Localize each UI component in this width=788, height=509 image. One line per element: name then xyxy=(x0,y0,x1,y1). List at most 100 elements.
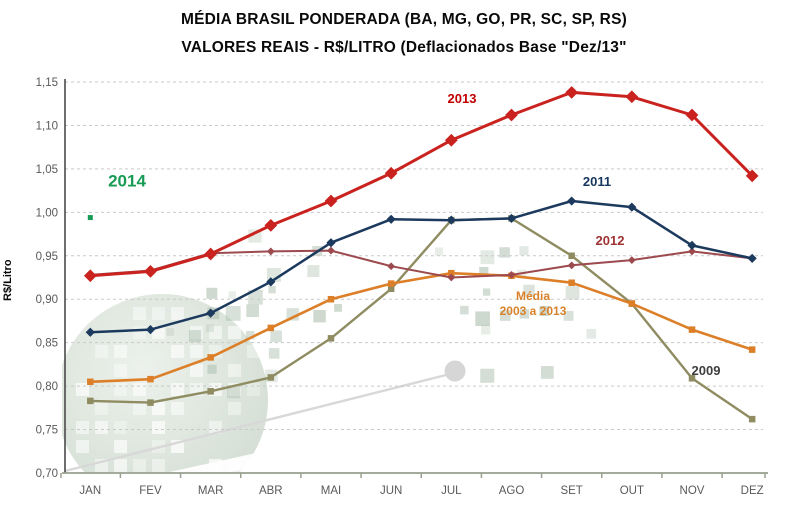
series-marker xyxy=(147,375,154,383)
watermark-pixel xyxy=(539,305,550,316)
series-marker xyxy=(568,279,575,286)
series-marker xyxy=(327,295,335,303)
watermark-pixel xyxy=(225,305,241,321)
series-line-Média 2003 a 2013 xyxy=(89,271,754,384)
series-2014 xyxy=(87,215,93,221)
series-marker xyxy=(506,213,517,224)
watermark-pixel xyxy=(152,402,165,415)
watermark-pixel xyxy=(76,440,89,453)
watermark-pixel xyxy=(114,345,127,358)
watermark-pixel xyxy=(76,421,89,434)
watermark-pixel xyxy=(482,288,491,296)
x-tick-label: JAN xyxy=(79,485,101,497)
y-tick-label: 1,05 xyxy=(36,164,58,176)
watermark-pixel xyxy=(248,289,263,305)
watermark-pixel xyxy=(499,247,510,258)
series-label-2014: 2014 xyxy=(108,171,146,191)
series-label-2009: 2009 xyxy=(691,362,721,378)
watermark-pixel xyxy=(190,364,203,377)
series-marker xyxy=(748,346,756,353)
watermark-pixel xyxy=(565,285,580,300)
y-tick-label: 1,00 xyxy=(36,207,58,219)
watermark-pixel xyxy=(519,309,530,319)
watermark-pixel xyxy=(171,307,184,320)
y-tick-label: 1,10 xyxy=(36,120,58,132)
series-marker xyxy=(144,265,157,278)
series-label-media-line2: 2003 a 2013 xyxy=(499,304,567,318)
watermark-pixel xyxy=(523,284,535,297)
series-marker xyxy=(87,378,94,386)
watermark-pixel xyxy=(434,247,444,256)
series-marker xyxy=(567,261,576,270)
watermark-pixel xyxy=(268,286,276,294)
watermark-swoosh xyxy=(169,395,522,472)
series-marker xyxy=(747,253,757,263)
series-marker xyxy=(568,252,575,260)
series-marker xyxy=(387,285,395,293)
x-tick-label: ABR xyxy=(259,485,283,497)
watermark-pixel xyxy=(247,383,260,396)
gridlines xyxy=(65,81,763,431)
chart-title: MÉDIA BRASIL PONDERADA (BA, MG, GO, PR, … xyxy=(20,6,788,62)
watermark-pixel xyxy=(133,326,146,339)
watermark-pixel xyxy=(206,287,218,299)
series-marker xyxy=(324,194,338,208)
watermark-pixel xyxy=(307,265,320,278)
watermark-pixel xyxy=(475,311,490,327)
series-marker xyxy=(326,238,336,248)
chart-title-line1: MÉDIA BRASIL PONDERADA (BA, MG, GO, PR, … xyxy=(181,11,627,28)
y-tick-label: 1,15 xyxy=(36,77,58,89)
series-marker xyxy=(387,280,395,287)
series-marker xyxy=(85,327,95,337)
series-marker xyxy=(446,215,456,225)
series-marker xyxy=(266,247,275,256)
series-marker xyxy=(688,326,696,333)
watermark-pixel xyxy=(171,402,184,415)
x-tick-label: JUN xyxy=(380,485,402,497)
watermark-pixel xyxy=(95,421,108,434)
y-tick-label: 0,85 xyxy=(36,338,58,350)
chart-title-line2: VALORES REAIS - R$/LITRO (Deflacionados … xyxy=(181,39,627,56)
watermark-pixel xyxy=(479,266,489,277)
series-marker xyxy=(688,375,696,382)
series-marker xyxy=(87,215,93,221)
watermark-pixel xyxy=(114,440,127,453)
x-tick-label: NOV xyxy=(680,485,705,497)
watermark-pixel xyxy=(228,364,241,377)
x-tick-label: OUT xyxy=(620,485,644,497)
series-line-2011 xyxy=(89,199,754,334)
series-marker xyxy=(327,335,335,342)
watermark-pixel xyxy=(114,383,127,396)
watermark-pixel xyxy=(209,326,222,339)
series-marker xyxy=(448,269,455,277)
watermark-pixel xyxy=(133,459,146,472)
y-tick-label: 0,90 xyxy=(36,294,58,306)
x-tick-label: MAR xyxy=(198,485,224,497)
x-tick-label: SET xyxy=(560,485,582,497)
watermark-pixel xyxy=(133,402,146,415)
watermark-pixel xyxy=(152,421,165,434)
watermark-pixel xyxy=(152,307,165,320)
series-marker xyxy=(87,397,94,405)
series-marker xyxy=(748,415,756,423)
watermark-pixel xyxy=(114,459,127,472)
series-marker xyxy=(565,86,579,99)
watermark-pixel xyxy=(227,385,241,399)
series-2011 xyxy=(85,196,757,337)
series-marker xyxy=(386,214,396,224)
watermark-pixel xyxy=(540,366,554,379)
series-label-2013: 2013 xyxy=(447,90,477,106)
series-line-2013 xyxy=(88,90,754,278)
series-marker xyxy=(507,271,516,279)
watermark-pixel xyxy=(228,402,241,415)
x-tick-label: AGO xyxy=(499,485,525,497)
series-label-2011: 2011 xyxy=(582,173,612,189)
series-marker xyxy=(267,374,275,381)
watermark-pixel xyxy=(519,246,529,256)
series-line-2009 xyxy=(89,217,754,421)
watermark-pixel xyxy=(270,330,282,343)
watermark-pixel xyxy=(95,345,108,358)
